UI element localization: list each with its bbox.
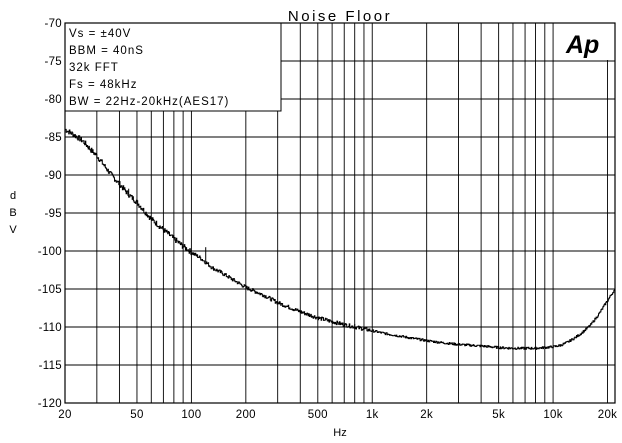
x-tick-label: 50 [130, 409, 143, 421]
annotation-fs: Fs = 48kHz [69, 79, 137, 91]
x-tick-label: 200 [236, 409, 256, 421]
x-axis-label: Hz [333, 427, 346, 439]
annotation-fft: 32k FFT [69, 62, 119, 74]
logo-background [562, 22, 612, 60]
annotation-bw: BW = 22Hz-20kHz(AES17) [69, 96, 229, 108]
y-axis-label-d: d [10, 190, 16, 202]
y-tick-label: -105 [38, 284, 62, 296]
y-tick-label: -85 [44, 132, 62, 144]
x-tick-label: 2k [420, 409, 433, 421]
noise-floor-trace [65, 128, 616, 350]
plot-frame [64, 22, 616, 404]
y-tick-label: -100 [38, 246, 62, 258]
y-tick-labels: -70 -75 -80 -85 -90 -95 -100 -105 -110 -115 -120 [38, 18, 62, 410]
ap-logo: Ap [565, 31, 599, 59]
settings-box [64, 22, 282, 112]
x-tick-label: 5k [492, 409, 505, 421]
y-tick-label: -75 [44, 56, 62, 68]
series-group [65, 128, 616, 350]
x-tick-labels: 20 50 100 200 500 1k 2k 5k 10k 20k [58, 409, 617, 421]
annotation-bbm: BBM = 40nS [69, 45, 144, 57]
x-tick-label: 20 [58, 409, 71, 421]
y-tick-label: -120 [38, 398, 62, 410]
y-tick-label: -95 [44, 208, 62, 220]
y-tick-label: -70 [44, 18, 62, 30]
annotation-vs: Vs = ±40V [69, 28, 131, 40]
y-tick-label: -110 [39, 322, 62, 334]
chart-title: Noise Floor [288, 8, 392, 25]
x-tick-label: 1k [366, 409, 379, 421]
y-tick-label: -90 [44, 170, 62, 182]
y-tick-label: -115 [39, 360, 62, 372]
y-axis-label-v: V [9, 224, 17, 236]
y-tick-label: -80 [44, 94, 62, 106]
x-tick-label: 100 [181, 409, 201, 421]
x-tick-label: 10k [543, 409, 562, 421]
y-axis-label-b: B [9, 207, 16, 219]
x-tick-label: 500 [308, 409, 328, 421]
x-tick-label: 20k [598, 409, 617, 421]
